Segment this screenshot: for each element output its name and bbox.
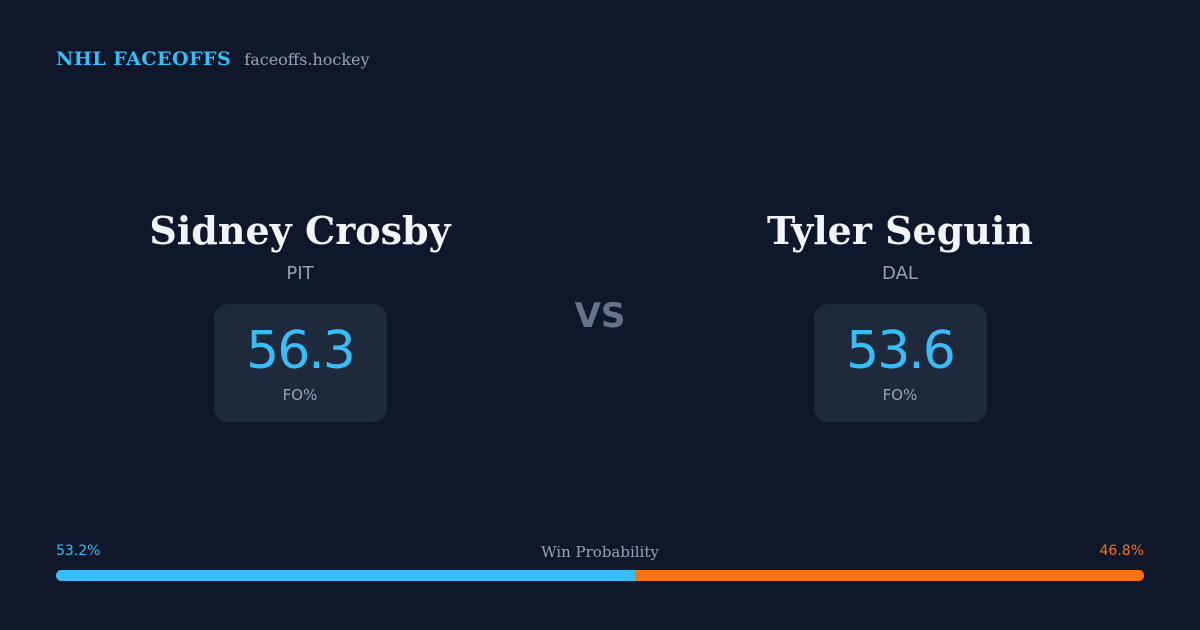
win-probability-labels: Win Probability 53.2% 46.8%: [56, 543, 1144, 563]
player-left-team: PIT: [286, 263, 314, 284]
player-right-fo-label: FO%: [882, 386, 918, 404]
player-left: Sidney Crosby PIT 56.3 FO%: [90, 205, 510, 422]
win-probability-bar: [56, 570, 1144, 581]
player-right-team: DAL: [882, 263, 918, 284]
site-url[interactable]: faceoffs.hockey: [244, 50, 370, 69]
vs-label: VS: [574, 296, 626, 336]
player-left-fo-label: FO%: [282, 386, 318, 404]
win-probability-right: 46.8%: [1099, 543, 1144, 559]
player-left-name: Sidney Crosby: [149, 208, 451, 253]
win-probability-bar-right: [634, 570, 1144, 581]
win-probability-title: Win Probability: [541, 543, 659, 561]
player-right-name: Tyler Seguin: [767, 208, 1033, 253]
header: NHL FACEOFFS faceoffs.hockey: [56, 48, 370, 70]
brand-title[interactable]: NHL FACEOFFS: [56, 48, 232, 70]
player-right: Tyler Seguin DAL 53.6 FO%: [690, 205, 1110, 422]
player-right-stat-card: 53.6 FO%: [813, 304, 987, 422]
win-probability-left: 53.2%: [56, 543, 101, 559]
player-right-fo-value: 53.6: [846, 321, 956, 381]
player-left-stat-card: 56.3 FO%: [213, 304, 387, 422]
win-probability-bar-left: [56, 570, 635, 581]
player-left-fo-value: 56.3: [246, 321, 356, 381]
